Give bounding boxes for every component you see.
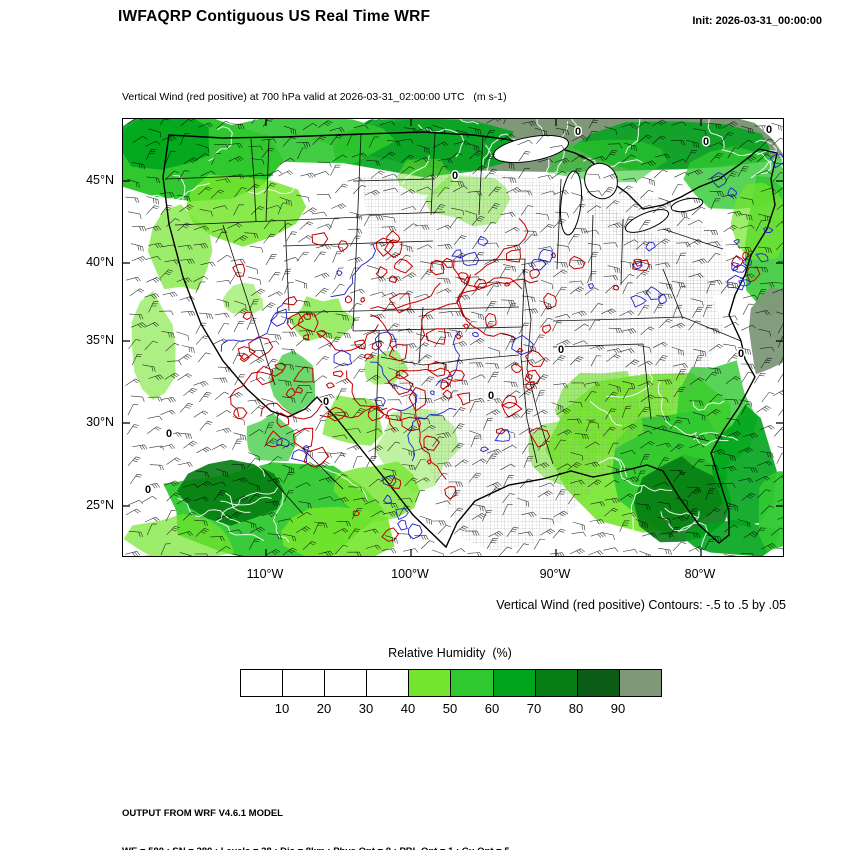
- lon-tick-80w: 80°W: [684, 567, 716, 581]
- zero-contour-label: 0: [766, 124, 772, 136]
- colorbar-tick-label: 60: [484, 701, 500, 716]
- lat-tick-45n: 45°N: [86, 173, 114, 187]
- zero-contour-label: 0: [575, 126, 581, 138]
- colorbar-tick-label: 50: [442, 701, 458, 716]
- colorbar-cell: [367, 670, 410, 696]
- rh-green-shading: [730, 182, 783, 262]
- great-lakes: [624, 209, 670, 233]
- colorbar-tick-label: 10: [274, 701, 290, 716]
- zero-contour-label: 0: [703, 136, 709, 148]
- rh-green-shading: [222, 282, 264, 314]
- contour-note: Vertical Wind (red positive) Contours: -…: [496, 598, 786, 612]
- colorbar-tick-label: 30: [358, 701, 374, 716]
- colorbar-cell: [241, 670, 284, 696]
- zero-contour-label: 0: [145, 484, 151, 496]
- lat-tick-35n: 35°N: [86, 333, 114, 347]
- colorbar-tick-label: 90: [610, 701, 626, 716]
- rh-green-shading: [123, 514, 235, 556]
- rh-green-shading: [633, 454, 732, 543]
- weather-map: 0 0 0 0 0 0 0 0 0 0: [123, 119, 783, 556]
- colorbar-cell: [535, 670, 578, 696]
- colorbar-cell: [409, 670, 452, 696]
- figure-title: IWFAQRP Contiguous US Real Time WRF: [118, 8, 431, 25]
- rh-green-shading: [288, 296, 357, 342]
- zero-contour-label: 0: [452, 170, 458, 182]
- rh-green-shading: [131, 290, 176, 400]
- colorbar-tick-label: 70: [526, 701, 542, 716]
- lon-tick-110w: 110°W: [246, 567, 284, 581]
- subtitle-vertical-wind: Vertical Wind (red positive) at 700 hPa …: [122, 91, 507, 103]
- downdraft-contours-blue: [220, 153, 783, 540]
- rh-green-shading: [758, 471, 783, 552]
- rh-green-shading: [333, 461, 420, 522]
- great-lakes: [584, 162, 618, 200]
- map-panel: 0 0 0 0 0 0 0 0 0 0: [122, 118, 784, 557]
- wind-barbs: [125, 119, 783, 556]
- colorbar-cell: [451, 670, 494, 696]
- colorbar-cell: [283, 670, 326, 696]
- colorbar-tick-label: 40: [400, 701, 416, 716]
- colorbar-cell: [325, 670, 368, 696]
- rh-green-shading: [547, 139, 667, 183]
- zero-contour-label: 0: [738, 348, 744, 360]
- colorbar-tick-label: 20: [316, 701, 332, 716]
- lat-tick-40n: 40°N: [86, 255, 114, 269]
- rh-green-shading: [684, 519, 780, 556]
- zero-contour-label: 0: [558, 344, 564, 356]
- colorbar-cell: [493, 670, 536, 696]
- axis-ticks: [123, 119, 783, 556]
- rh-green-shading: [123, 119, 210, 170]
- lat-tick-30n: 30°N: [86, 415, 114, 429]
- zero-contour-label: 0: [323, 396, 329, 408]
- rh-green-shading: [177, 459, 285, 526]
- updraft-contours-red: [230, 218, 761, 542]
- model-footer: OUTPUT FROM WRF V4.6.1 MODEL WE = 580 ; …: [122, 783, 510, 850]
- init-time-label: Init: 2026-03-31_00:00:00: [692, 15, 822, 27]
- colorbar-ticks: 10 20 30 40 50 60 70 80 90: [240, 701, 660, 719]
- rh-green-shading: [186, 174, 307, 247]
- rh-green-shading: [147, 204, 213, 291]
- colorbar-cell: [577, 670, 620, 696]
- colorbar-cell: [619, 670, 661, 696]
- colorbar: [240, 669, 662, 697]
- great-lakes: [493, 134, 569, 164]
- colorbar-title: Relative Humidity (%): [388, 646, 512, 660]
- rh-green-shading: [246, 413, 297, 462]
- lon-tick-100w: 100°W: [391, 567, 429, 581]
- colorbar-tick-label: 80: [568, 701, 584, 716]
- rh-white-contours: [131, 119, 783, 549]
- zero-contour-label: 0: [488, 390, 494, 402]
- great-lakes: [670, 197, 704, 213]
- zero-contour-label: 0: [166, 428, 172, 440]
- lon-tick-90w: 90°W: [539, 567, 571, 581]
- footer-model-line: OUTPUT FROM WRF V4.6.1 MODEL: [122, 808, 283, 819]
- lat-tick-25n: 25°N: [86, 498, 114, 512]
- county-texture: [583, 179, 738, 299]
- footer-config-line: WE = 580 ; SN = 380 ; Levels = 38 ; Dis …: [122, 846, 510, 850]
